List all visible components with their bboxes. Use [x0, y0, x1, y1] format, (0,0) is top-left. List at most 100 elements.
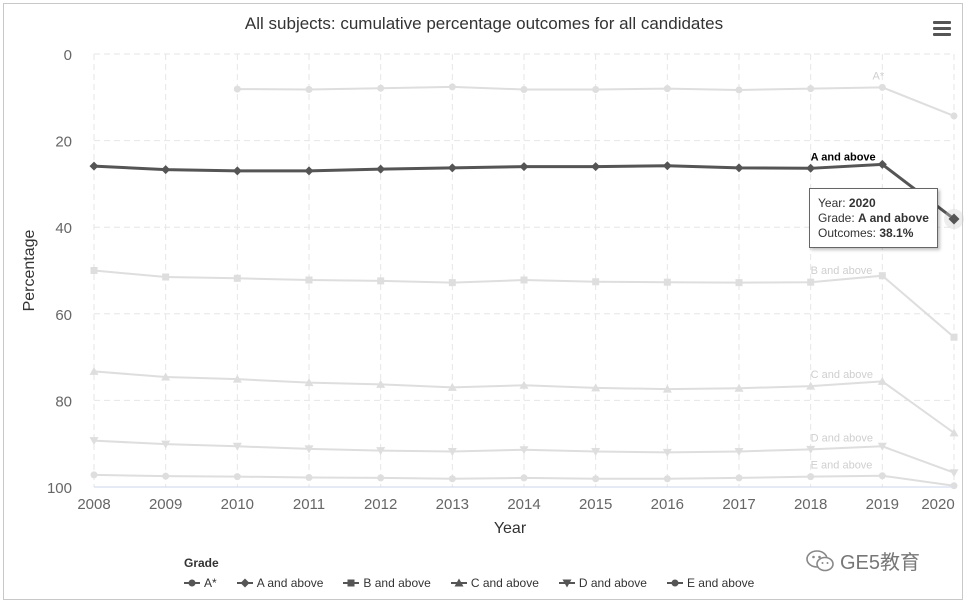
legend-item-c-and-above[interactable]: C and above: [450, 576, 539, 590]
y-tick-label: 0: [64, 47, 72, 64]
x-tick-label: 2010: [221, 496, 254, 513]
data-point: [161, 165, 171, 175]
y-tick-label: 60: [55, 307, 72, 324]
legend-item-b-and-above[interactable]: B and above: [343, 576, 431, 590]
data-point: [447, 163, 457, 173]
legend-symbol-icon: [236, 578, 253, 588]
data-point: [448, 475, 456, 483]
data-point: [162, 273, 170, 281]
data-point: [447, 382, 457, 391]
data-point: [806, 381, 816, 390]
legend-symbol-icon: [184, 579, 200, 587]
watermark-text: GE5教育: [840, 552, 921, 574]
legend-marker: [347, 579, 355, 587]
legend-item-a-[interactable]: A*: [184, 576, 217, 590]
data-point: [161, 440, 171, 449]
data-point: [735, 279, 743, 287]
data-point: [877, 159, 887, 169]
data-point: [591, 162, 601, 172]
y-tick-label: 100: [47, 480, 72, 497]
legend-label: E and above: [686, 576, 755, 590]
data-point: [304, 166, 314, 176]
data-point: [662, 448, 672, 457]
tooltip-outcome: 38.1%: [879, 226, 914, 240]
data-point: [950, 482, 958, 490]
data-point: [304, 445, 314, 454]
data-point: [232, 442, 242, 451]
legend-marker: [240, 578, 250, 588]
data-point: [734, 383, 744, 392]
x-tick-label: 2015: [579, 496, 612, 513]
legend-title: Grade: [184, 556, 219, 570]
data-point: [377, 84, 385, 92]
data-point: [734, 163, 744, 173]
data-point: [520, 86, 528, 94]
legend-symbol-icon: [450, 578, 467, 587]
data-point: [592, 86, 600, 94]
series-annotation: E and above: [811, 460, 873, 472]
data-point: [949, 428, 959, 437]
data-point: [519, 446, 529, 455]
legend-label: A*: [204, 576, 217, 590]
data-point: [89, 366, 99, 375]
data-point: [89, 437, 99, 446]
legend-label: D and above: [578, 576, 647, 590]
data-point: [520, 276, 528, 284]
data-point: [806, 445, 816, 454]
tooltip-year: 2020: [848, 196, 876, 210]
series-d-and-above: [89, 437, 959, 478]
data-point: [304, 378, 314, 387]
chart-menu-button[interactable]: [933, 21, 951, 37]
legend-symbol-icon: [666, 579, 683, 587]
y-tick-label: 20: [55, 134, 72, 151]
tooltip-grade: A and above: [858, 211, 929, 225]
data-point: [662, 161, 672, 171]
x-tick-label: 2018: [794, 496, 827, 513]
data-point: [233, 473, 241, 481]
series-annotation: C and above: [811, 369, 873, 381]
data-point: [877, 376, 887, 385]
wechat-icon: [806, 549, 834, 571]
data-point: [232, 166, 242, 176]
data-point: [90, 471, 98, 479]
x-tick-label: 2008: [77, 496, 110, 513]
legend-symbol-icon: [343, 579, 360, 587]
data-point: [162, 472, 170, 480]
data-point: [376, 379, 386, 388]
data-point: [735, 474, 743, 482]
data-point: [305, 473, 313, 481]
data-point: [950, 112, 958, 120]
series-b-and-above: [90, 267, 958, 341]
y-axis-title: Percentage: [21, 229, 38, 311]
data-point: [592, 278, 600, 286]
data-point: [89, 161, 99, 171]
data-point: [448, 279, 456, 287]
data-point: [592, 475, 600, 483]
legend-item-e-and-above[interactable]: E and above: [666, 576, 755, 590]
data-point: [806, 163, 816, 173]
data-point: [448, 83, 456, 91]
data-point: [734, 447, 744, 456]
legend-item-a-and-above[interactable]: A and above: [236, 576, 324, 590]
legend-marker: [671, 579, 679, 587]
x-axis-title: Year: [494, 520, 527, 537]
data-point: [807, 278, 815, 286]
data-point: [878, 83, 886, 91]
legend-label: A and above: [256, 576, 324, 590]
data-point: [807, 473, 815, 481]
data-point: [948, 213, 960, 225]
data-point: [662, 384, 672, 393]
data-point: [663, 278, 671, 286]
legend-marker: [562, 579, 572, 588]
data-point: [878, 272, 886, 280]
menu-bar-icon: [933, 33, 951, 36]
data-point: [663, 475, 671, 483]
chart-title: All subjects: cumulative percentage outc…: [244, 14, 724, 33]
data-point: [735, 86, 743, 94]
data-point: [376, 447, 386, 456]
legend-item-d-and-above[interactable]: D and above: [558, 576, 647, 590]
legend-marker: [188, 579, 196, 587]
data-point: [591, 383, 601, 392]
series-annotation: A*: [873, 70, 885, 82]
